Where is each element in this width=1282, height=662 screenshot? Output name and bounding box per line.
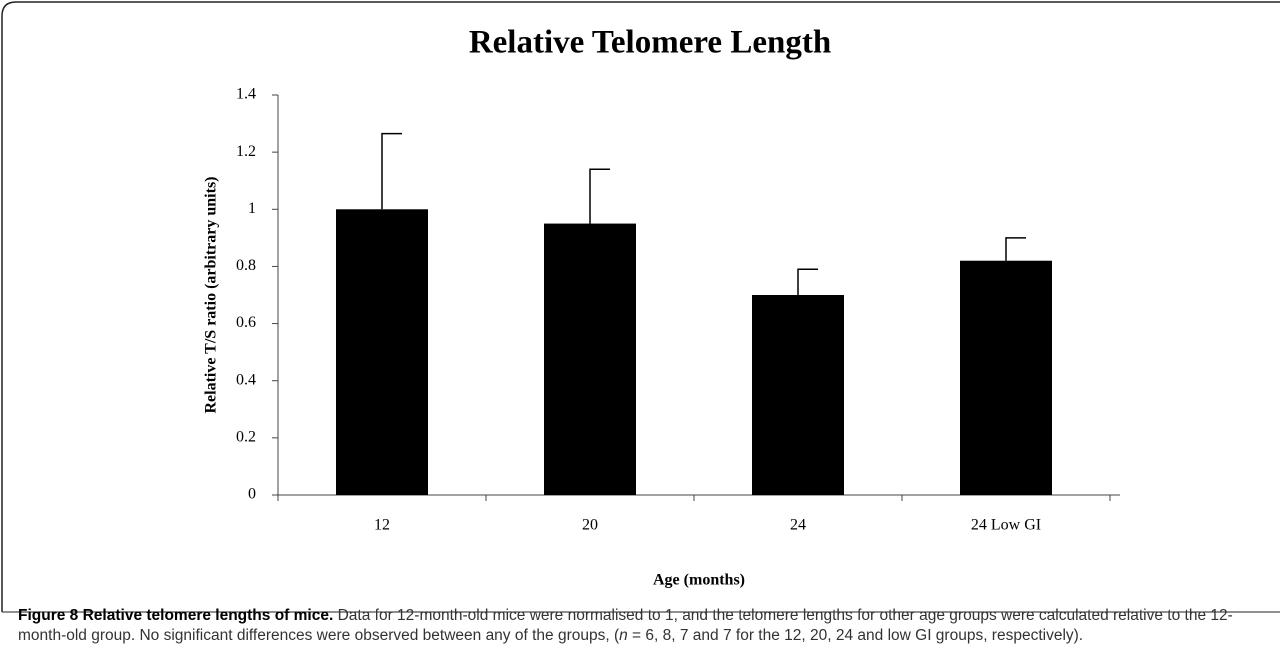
x-axis-label: Age (months) xyxy=(653,572,745,589)
y-tick-label: 0 xyxy=(248,486,256,503)
y-tick-label: 0.4 xyxy=(236,371,256,388)
y-axis-label: Relative T/S ratio (arbitrary units) xyxy=(203,176,220,413)
bar xyxy=(960,260,1052,495)
x-tick-label: 24 Low GI xyxy=(971,517,1041,534)
y-tick-label: 1.4 xyxy=(236,86,256,103)
x-tick-label: 24 xyxy=(790,517,806,534)
y-tick-label: 0.2 xyxy=(236,429,256,446)
x-tick-label: 20 xyxy=(582,517,598,534)
y-tick-label: 1.2 xyxy=(236,143,256,160)
caption-label: Figure 8 xyxy=(18,607,79,624)
error-bar xyxy=(381,132,402,210)
bar xyxy=(544,223,636,496)
error-bar xyxy=(589,168,610,224)
y-tick-label: 0.8 xyxy=(236,257,256,274)
chart-title: Relative Telomere Length xyxy=(469,25,831,61)
bar xyxy=(752,295,844,495)
caption-italic: n xyxy=(619,626,628,644)
figure-border xyxy=(1,1,1280,612)
error-bar xyxy=(1005,237,1026,261)
figure-caption: Figure 8 Relative telomere lengths of mi… xyxy=(18,606,1268,645)
caption-title: Relative telomere lengths of mice. xyxy=(82,607,334,624)
error-bar xyxy=(797,268,818,295)
x-tick-label: 12 xyxy=(374,517,390,534)
y-tick-label: 1 xyxy=(248,200,256,217)
y-tick-label: 0.6 xyxy=(236,314,256,331)
caption-text: Data for 12-month-old mice were normalis… xyxy=(18,607,1233,644)
bar xyxy=(336,209,428,496)
caption-text: = 6, 8, 7 and 7 for the 12, 20, 24 and l… xyxy=(627,626,1084,644)
